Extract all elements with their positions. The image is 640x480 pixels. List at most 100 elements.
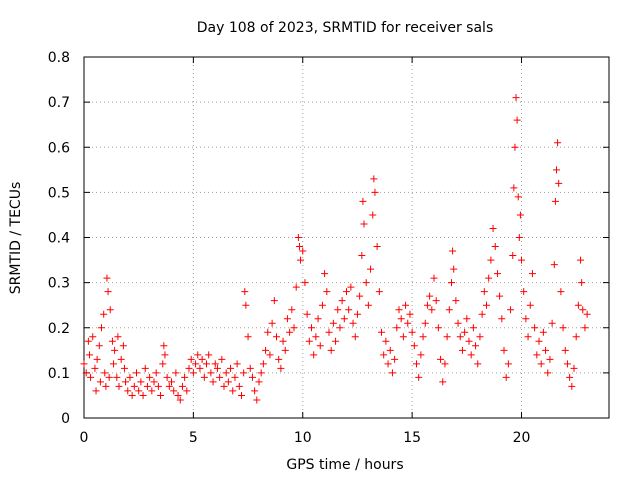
data-point [512,94,520,102]
data-point [209,378,217,386]
data-point [437,355,445,363]
data-point [281,346,289,354]
data-point [491,243,499,251]
data-point [207,369,215,377]
data-point [465,337,473,345]
data-point [443,333,451,341]
data-point [174,391,182,399]
data-point [160,342,168,350]
data-point [80,360,88,368]
x-tick-label: 0 [80,430,89,446]
data-point [439,378,447,386]
chart-title: Day 108 of 2023, SRMTID for receiver sal… [197,20,493,36]
data-point [338,297,346,305]
y-tick-label: 0 [61,411,70,427]
data-point [553,166,560,174]
data-point [297,256,305,264]
data-point [458,346,466,354]
data-point [229,387,237,395]
data-point [103,274,111,282]
data-point [406,310,414,318]
data-point [154,382,162,390]
data-point [95,342,103,350]
data-point [450,265,458,273]
data-point [421,319,429,327]
data-point [349,319,357,327]
data-point [469,324,477,332]
data-point [542,346,550,354]
data-point [259,360,267,368]
data-point [577,256,585,264]
data-point [360,220,368,228]
data-point [410,342,418,350]
data-point [266,351,274,359]
data-point [524,333,532,341]
data-point [345,306,353,314]
data-point [100,310,108,318]
data-point [318,301,326,309]
data-point [82,369,90,377]
data-point [181,373,189,381]
y-axis-label: SRMTID / TECUs [8,182,24,295]
data-point [270,297,278,305]
data-point [141,364,149,372]
data-point [275,355,283,363]
data-point [200,373,208,381]
data-point [146,373,154,381]
data-point [312,333,320,341]
data-point [92,387,100,395]
data-point [85,351,93,359]
data-point [382,337,390,345]
data-point [511,143,519,151]
data-point [262,346,270,354]
data-point [255,378,263,386]
data-point [119,342,127,350]
data-point [84,337,92,345]
data-point [572,333,580,341]
data-point [264,328,272,336]
data-point [371,188,379,196]
data-point [428,306,436,314]
data-point [295,243,303,251]
data-point [570,364,578,372]
data-point [483,301,490,309]
data-point [472,342,480,350]
data-point [537,360,545,368]
data-point [441,360,449,368]
data-point [432,297,440,305]
data-point [474,360,482,368]
data-point [445,306,453,314]
data-point [316,342,324,350]
data-point [384,360,392,368]
data-point [183,387,191,395]
data-point [550,261,558,269]
data-point [120,364,128,372]
data-point [454,319,462,327]
data-point [359,197,367,205]
data-point [327,346,335,354]
data-point [480,288,488,296]
data-point [356,292,364,300]
data-point [299,247,307,255]
data-point [114,333,122,341]
data-point [393,324,401,332]
data-point [105,373,113,381]
data-point [251,387,259,395]
data-point [93,355,101,363]
data-point [500,346,508,354]
data-point [106,306,114,314]
data-point [277,364,285,372]
x-tick-label: 20 [513,430,531,446]
data-point [526,301,534,309]
data-point [163,373,171,381]
data-point [336,324,344,332]
data-point [314,315,322,323]
data-point [98,324,105,332]
data-point [332,337,340,345]
data-point [233,360,241,368]
data-point [329,319,337,327]
data-point [102,382,110,390]
data-point [101,369,109,377]
data-point [128,391,136,399]
data-point [148,387,156,395]
